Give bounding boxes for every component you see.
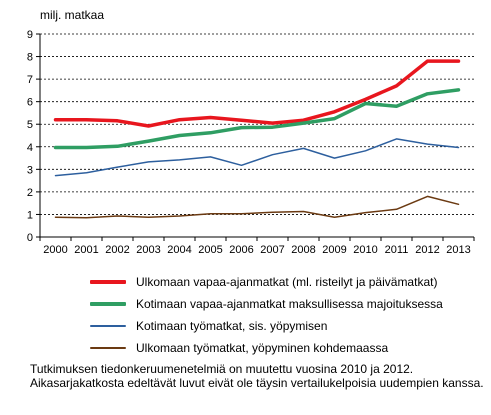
x-tick-label: 2012 <box>415 244 439 256</box>
y-axis-ticks: 0 1 2 3 4 5 6 7 8 9 <box>27 29 40 244</box>
legend-item: Kotimaan vapaa-ajanmatkat maksullisessa … <box>90 293 485 315</box>
y-tick-label: 9 <box>27 29 33 41</box>
x-tick-label: 2004 <box>167 244 191 256</box>
series-line-2 <box>53 88 461 150</box>
y-tick-label: 7 <box>27 74 33 86</box>
y-tick-label: 3 <box>27 164 33 176</box>
y-tick-label: 4 <box>27 142 33 154</box>
legend-label: Ulkomaan työmatkat, yöpyminen kohdemaass… <box>136 341 389 355</box>
x-tick-label: 2009 <box>322 244 346 256</box>
x-axis-ticks: 2000 2001 2002 2003 2004 2005 2006 2007 2008 2009… <box>39 237 475 256</box>
x-tick-label: 2003 <box>136 244 160 256</box>
x-tick-label: 2000 <box>43 244 67 256</box>
x-tick-label: 2007 <box>260 244 284 256</box>
legend-item: Ulkomaan vapaa-ajanmatkat (ml. risteilyt… <box>90 271 485 293</box>
x-tick-label: 2013 <box>446 244 470 256</box>
series-line-1 <box>53 59 461 128</box>
legend-swatch <box>90 302 126 306</box>
legend-swatch <box>90 280 126 284</box>
y-axis-label: milj. matkaa <box>40 8 105 22</box>
legend-item: Ulkomaan työmatkat, yöpyminen kohdemaass… <box>90 337 485 359</box>
legend-label: Kotimaan vapaa-ajanmatkat maksullisessa … <box>136 297 443 311</box>
y-tick-label: 2 <box>27 187 33 199</box>
x-tick-label: 2006 <box>229 244 253 256</box>
x-tick-label: 2008 <box>291 244 315 256</box>
legend-item: Kotimaan työmatkat, sis. yöpymisen <box>90 315 485 337</box>
x-tick-label: 2005 <box>198 244 222 256</box>
legend-label: Ulkomaan vapaa-ajanmatkat (ml. risteilyt… <box>136 275 438 289</box>
y-tick-label: 5 <box>27 119 33 131</box>
legend-swatch <box>90 347 126 349</box>
y-tick-label: 1 <box>27 209 33 221</box>
y-tick-label: 6 <box>27 97 33 109</box>
y-tick-label: 8 <box>27 52 33 64</box>
x-tick-label: 2001 <box>74 244 98 256</box>
footnotes: Tutkimuksen tiedonkeruumenetelmiä on muu… <box>30 362 485 390</box>
legend: Ulkomaan vapaa-ajanmatkat (ml. risteilyt… <box>90 271 485 359</box>
footnote-line: Tutkimuksen tiedonkeruumenetelmiä on muu… <box>30 362 414 376</box>
x-tick-label: 2010 <box>353 244 377 256</box>
series-lines <box>53 59 461 219</box>
x-tick-label: 2011 <box>385 244 409 256</box>
gridlines <box>40 33 474 215</box>
y-tick-label: 0 <box>27 232 33 244</box>
legend-label: Kotimaan työmatkat, sis. yöpymisen <box>136 319 328 333</box>
series-line-3 <box>54 138 460 177</box>
x-tick-label: 2002 <box>105 244 129 256</box>
legend-swatch <box>90 325 126 327</box>
footnote-line: Aikasarjakatkosta edeltävät luvut eivät … <box>30 376 484 390</box>
series-line-4 <box>54 195 460 219</box>
